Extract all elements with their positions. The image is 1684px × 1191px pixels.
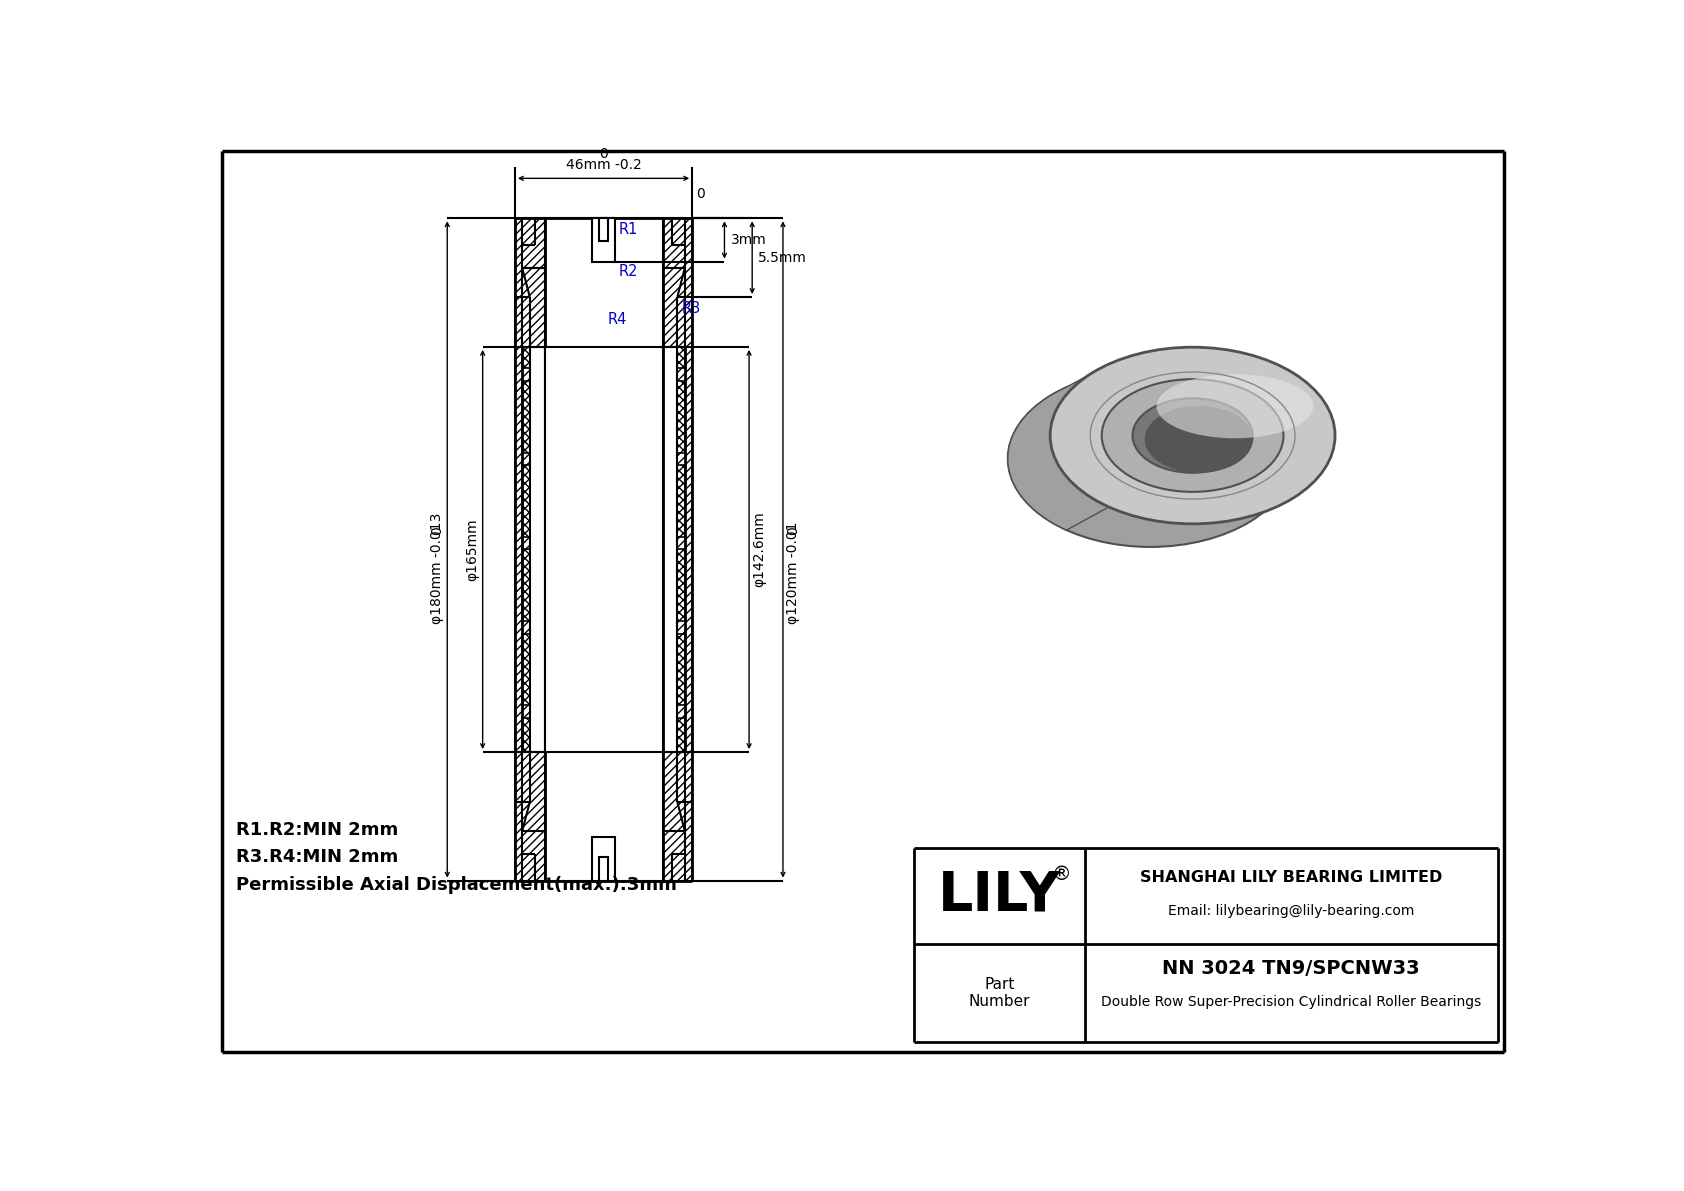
Text: R1.R2:MIN 2mm: R1.R2:MIN 2mm bbox=[236, 821, 399, 838]
Bar bbox=[677, 297, 692, 802]
Bar bbox=[662, 752, 685, 830]
Text: 0: 0 bbox=[600, 148, 608, 162]
Text: 0: 0 bbox=[786, 526, 800, 535]
Bar bbox=[515, 218, 692, 297]
Text: Email: lilybearing@lily-bearing.com: Email: lilybearing@lily-bearing.com bbox=[1169, 904, 1415, 918]
Text: R1: R1 bbox=[620, 223, 638, 237]
Ellipse shape bbox=[1157, 374, 1314, 438]
Text: LILY: LILY bbox=[938, 869, 1061, 923]
Ellipse shape bbox=[1051, 348, 1335, 524]
Text: NN 3024 TN9/SPCNW33: NN 3024 TN9/SPCNW33 bbox=[1162, 959, 1420, 978]
Polygon shape bbox=[1007, 431, 1135, 455]
Bar bbox=[522, 466, 530, 537]
Text: R3: R3 bbox=[682, 301, 701, 316]
Bar bbox=[662, 830, 685, 880]
Bar bbox=[600, 218, 608, 242]
Bar bbox=[544, 347, 662, 752]
Bar bbox=[515, 802, 692, 880]
Bar bbox=[522, 381, 530, 453]
Bar bbox=[662, 218, 685, 268]
Bar bbox=[522, 297, 530, 368]
Text: Double Row Super-Precision Cylindrical Roller Bearings: Double Row Super-Precision Cylindrical R… bbox=[1101, 996, 1482, 1009]
Ellipse shape bbox=[1090, 422, 1211, 495]
Bar bbox=[522, 218, 544, 268]
Text: 0: 0 bbox=[429, 526, 445, 535]
Bar bbox=[593, 218, 615, 262]
Bar bbox=[677, 297, 685, 368]
Polygon shape bbox=[1007, 364, 1108, 530]
Ellipse shape bbox=[1101, 379, 1283, 492]
Bar bbox=[522, 830, 544, 880]
Bar bbox=[677, 549, 685, 621]
Text: R2: R2 bbox=[618, 264, 638, 279]
Text: 5.5mm: 5.5mm bbox=[758, 250, 807, 264]
Text: φ120mm -0.01: φ120mm -0.01 bbox=[786, 522, 800, 624]
Text: Part
Number: Part Number bbox=[968, 977, 1031, 1009]
Text: 3mm: 3mm bbox=[731, 233, 766, 247]
Text: φ165mm: φ165mm bbox=[466, 518, 480, 581]
Text: R4: R4 bbox=[608, 312, 626, 328]
Bar bbox=[515, 297, 530, 802]
Bar bbox=[522, 268, 544, 347]
Bar bbox=[522, 634, 530, 705]
Text: SHANGHAI LILY BEARING LIMITED: SHANGHAI LILY BEARING LIMITED bbox=[1140, 869, 1443, 885]
Bar bbox=[677, 381, 685, 453]
Ellipse shape bbox=[1145, 406, 1253, 473]
Bar bbox=[662, 268, 685, 347]
Bar bbox=[600, 858, 608, 880]
Bar bbox=[522, 549, 530, 621]
Text: φ180mm -0.013: φ180mm -0.013 bbox=[429, 513, 445, 624]
Ellipse shape bbox=[1007, 370, 1293, 547]
Text: Permissible Axial Displacement(max.):3mm: Permissible Axial Displacement(max.):3mm bbox=[236, 875, 677, 894]
Bar bbox=[522, 718, 530, 790]
Bar bbox=[544, 218, 662, 880]
Text: 46mm -0.2: 46mm -0.2 bbox=[566, 158, 642, 173]
Bar bbox=[593, 837, 615, 880]
Bar bbox=[677, 634, 685, 705]
Bar bbox=[677, 466, 685, 537]
Bar bbox=[677, 718, 685, 790]
Ellipse shape bbox=[1133, 398, 1253, 473]
Text: ®: ® bbox=[1052, 865, 1071, 884]
Bar bbox=[522, 218, 544, 268]
Bar bbox=[522, 752, 544, 830]
Text: 0: 0 bbox=[695, 187, 704, 201]
Text: R3.R4:MIN 2mm: R3.R4:MIN 2mm bbox=[236, 848, 399, 866]
Text: φ142.6mm: φ142.6mm bbox=[753, 512, 766, 587]
